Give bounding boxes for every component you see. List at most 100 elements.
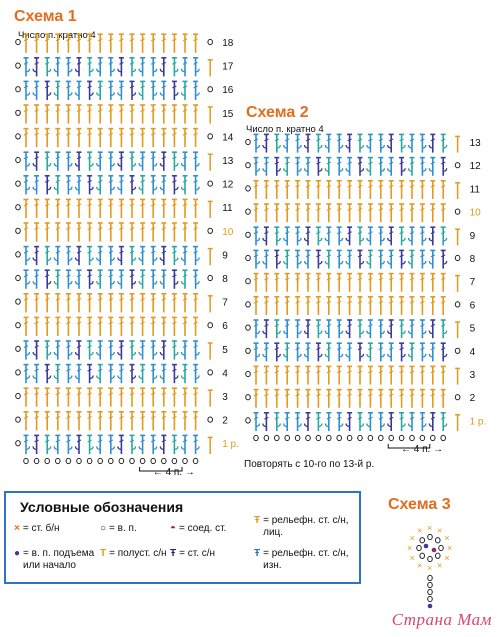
relief-hook	[25, 375, 31, 380]
stitch-slash	[172, 250, 177, 254]
relief-hook	[174, 68, 179, 73]
scheme2-stitch	[303, 133, 311, 153]
stitch-slash	[399, 324, 404, 327]
stitch-slash	[316, 277, 321, 281]
stitch-slash	[440, 416, 446, 420]
scheme1-stitch	[65, 363, 73, 384]
stitch-slash	[66, 203, 71, 207]
scheme1-stitch	[140, 104, 146, 124]
relief-hook	[68, 446, 73, 450]
stitch-slash	[420, 161, 425, 165]
scheme1-stitch	[44, 434, 52, 454]
scheme2-stitch	[407, 133, 415, 153]
relief-hook	[25, 68, 31, 73]
stitch-slash	[76, 368, 82, 372]
relief-hook	[407, 237, 413, 242]
stitch-slash	[253, 254, 259, 258]
scheme1-stitch	[96, 80, 103, 100]
stitch-slash	[172, 132, 177, 136]
stitch-slash	[108, 392, 114, 396]
stitch-slash	[108, 156, 114, 160]
scheme2-stitch	[409, 180, 415, 199]
stitch-slash	[326, 324, 332, 327]
scheme1-chain-marker	[15, 204, 21, 211]
stitch-slash	[253, 347, 259, 351]
scheme1-stitch	[171, 80, 179, 100]
relief-hook	[138, 281, 143, 285]
stitch-slash	[172, 85, 177, 89]
scheme2-stitch	[336, 226, 344, 246]
stitch-slash	[34, 439, 39, 443]
scheme1-edge-chain	[207, 86, 213, 93]
stitch-slash	[182, 321, 188, 325]
relief-hook	[276, 237, 281, 242]
scheme2-foundation-chain	[388, 434, 395, 442]
stitch-slash	[97, 415, 103, 419]
relief-hook	[153, 375, 158, 380]
scheme1-stitch	[65, 245, 73, 266]
scheme1-stitch	[193, 222, 199, 242]
stitch-slash	[193, 61, 198, 65]
stitch-slash	[316, 300, 321, 304]
relief-hook	[25, 163, 31, 167]
stitch-slash	[34, 85, 39, 89]
relief-hook	[117, 163, 122, 167]
scheme2-stitch	[440, 411, 448, 431]
scheme2-stitch	[428, 226, 436, 246]
relief-hook	[110, 92, 115, 96]
scheme2-stitch	[262, 133, 269, 153]
scheme1-stitch	[140, 127, 146, 148]
stitch-slash	[44, 179, 50, 183]
relief-hook	[68, 92, 73, 96]
scheme1-stitch	[32, 363, 40, 384]
scheme1-foundation-chain	[33, 457, 40, 465]
scheme1-edge-chain	[207, 369, 213, 376]
stitch-slash	[409, 324, 415, 327]
scheme1-stitch	[150, 316, 156, 336]
relief-hook	[131, 375, 137, 380]
scheme2-chain-marker	[245, 231, 251, 238]
relief-hook	[283, 423, 288, 428]
relief-hook	[25, 92, 31, 96]
stitch-slash	[284, 208, 290, 211]
relief-hook	[276, 353, 281, 358]
relief-hook	[89, 68, 94, 73]
relief-hook	[138, 92, 143, 96]
stitch-slash	[253, 370, 259, 374]
relief-hook	[47, 68, 52, 73]
stitch-slash	[420, 324, 425, 327]
relief-hook	[443, 168, 448, 172]
scheme2-stitch	[387, 156, 394, 176]
scheme2-stitch	[399, 388, 405, 408]
stitch-slash	[119, 274, 124, 278]
scheme1-stitch	[129, 292, 135, 313]
relief-hook	[96, 163, 101, 167]
stitch-slash	[97, 38, 103, 42]
relief-hook	[318, 353, 323, 358]
scheme2-stitch	[274, 180, 280, 199]
stitch-slash	[55, 415, 61, 419]
relief-hook	[47, 351, 52, 356]
stitch-slash	[129, 274, 135, 278]
scheme2-stitch	[326, 295, 332, 315]
relief-hook	[262, 353, 267, 358]
scheme1-stitch	[180, 363, 188, 384]
stitch-slash	[399, 277, 404, 281]
scheme1-stitch	[32, 269, 40, 289]
scheme1-stitch	[129, 410, 135, 431]
scheme2-stitch	[378, 365, 384, 385]
stitch-slash	[34, 250, 39, 254]
stitch-slash	[161, 415, 167, 419]
stitch-slash	[119, 439, 124, 443]
stitch-slash	[409, 138, 415, 142]
scheme1-stitch	[182, 387, 188, 407]
scheme1-stitch	[23, 269, 31, 289]
stitch-slash	[193, 345, 198, 349]
relief-hook	[366, 168, 371, 172]
scheme1-stitch	[87, 387, 93, 407]
stitch-slash	[347, 300, 352, 304]
stitch-slash	[97, 109, 103, 113]
relief-hook	[96, 257, 101, 262]
stitch-slash	[182, 85, 188, 89]
scheme2-stitch	[262, 411, 269, 431]
